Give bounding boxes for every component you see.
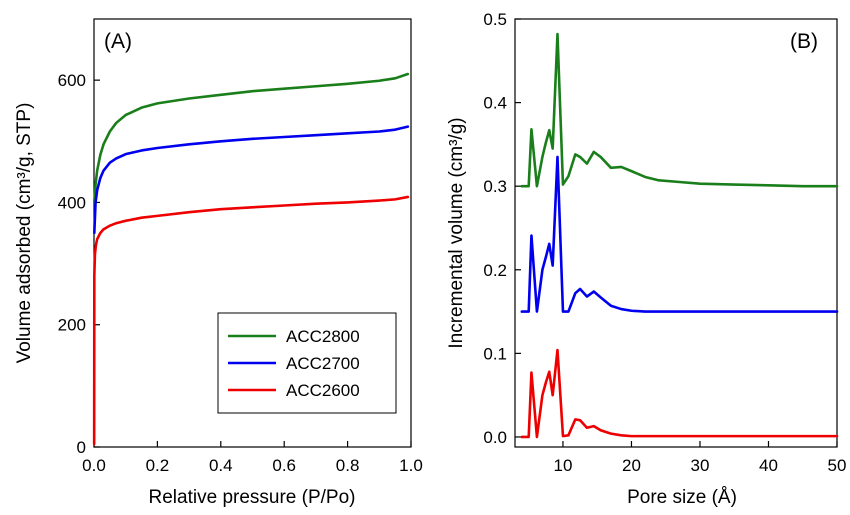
panel-a-series bbox=[92, 72, 410, 446]
panel-a-ytick-label-200: 200 bbox=[58, 316, 86, 335]
panel-b-series-1 bbox=[520, 155, 839, 313]
panel-b-series bbox=[520, 32, 839, 439]
panel-a-ticks: 0.0 0.2 0.4 0.6 0.8 1.0 0 200 400 600 bbox=[58, 71, 423, 475]
panel-a-series-acc2600 bbox=[92, 195, 410, 446]
panel-a-xtick-label-0-8: 0.8 bbox=[336, 456, 360, 475]
panel-a-ytick-label-0: 0 bbox=[77, 438, 86, 457]
panel-a-xtick-label-0-2: 0.2 bbox=[146, 456, 170, 475]
panel-a-label: (A) bbox=[104, 30, 132, 53]
panel-a-xtick-label-0-6: 0.6 bbox=[272, 456, 296, 475]
legend-label-acc2600: ACC2600 bbox=[286, 381, 360, 400]
legend-label-acc2800: ACC2800 bbox=[286, 327, 360, 346]
panel-b-ytick-label-0-3: 0.3 bbox=[483, 177, 507, 196]
panel-b-ytick-label-0-1: 0.1 bbox=[483, 344, 507, 363]
legend: ACC2800 ACC2700 ACC2600 bbox=[217, 312, 397, 414]
panel-b-series-0 bbox=[520, 32, 839, 188]
panel-b-ytick-label-0-2: 0.2 bbox=[483, 261, 507, 280]
panel-a-series-acc2800 bbox=[93, 72, 410, 204]
panel-b-ytick-label-0-5: 0.5 bbox=[483, 10, 507, 29]
panel-b-xlabel: Pore size (Å) bbox=[627, 487, 737, 508]
panel-b: (B) Pore size (Å) Incremental volume (cm… bbox=[446, 10, 846, 508]
panel-b-xtick-label-30: 30 bbox=[691, 456, 710, 475]
panel-b-series-2 bbox=[520, 348, 839, 439]
panel-a-xtick-label-0-0: 0.0 bbox=[82, 456, 106, 475]
panel-b-ylabel: Incremental volume (cm³/g) bbox=[446, 117, 467, 348]
panel-a-xtick-label-1-0: 1.0 bbox=[399, 456, 423, 475]
panel-b-ytick-label-0-0: 0.0 bbox=[483, 428, 507, 447]
panel-b-xtick-label-10: 10 bbox=[553, 456, 572, 475]
panel-b-frame bbox=[514, 18, 838, 448]
panel-a-xlabel: Relative pressure (P/Po) bbox=[149, 487, 356, 508]
panel-b-ticks: 10 20 30 40 50 0.0 0.1 0.2 0.3 0.4 0.5 bbox=[483, 10, 846, 475]
panel-b-ytick-label-0-4: 0.4 bbox=[483, 94, 507, 113]
legend-label-acc2700: ACC2700 bbox=[286, 354, 360, 373]
panel-b-xtick-label-40: 40 bbox=[759, 456, 778, 475]
panel-b-xtick-label-20: 20 bbox=[622, 456, 641, 475]
panel-a-ytick-label-400: 400 bbox=[58, 193, 86, 212]
panel-a: (A) Relative pressure (P/Po) Volume adso… bbox=[14, 18, 423, 508]
panel-b-xtick-label-50: 50 bbox=[828, 456, 847, 475]
panel-a-ylabel: Volume adsorbed (cm³/g, STP) bbox=[14, 103, 35, 364]
panel-a-series-acc2700 bbox=[93, 125, 410, 235]
panel-a-xtick-label-0-4: 0.4 bbox=[209, 456, 233, 475]
panel-a-ytick-label-600: 600 bbox=[58, 71, 86, 90]
panel-b-label: (B) bbox=[790, 30, 818, 53]
